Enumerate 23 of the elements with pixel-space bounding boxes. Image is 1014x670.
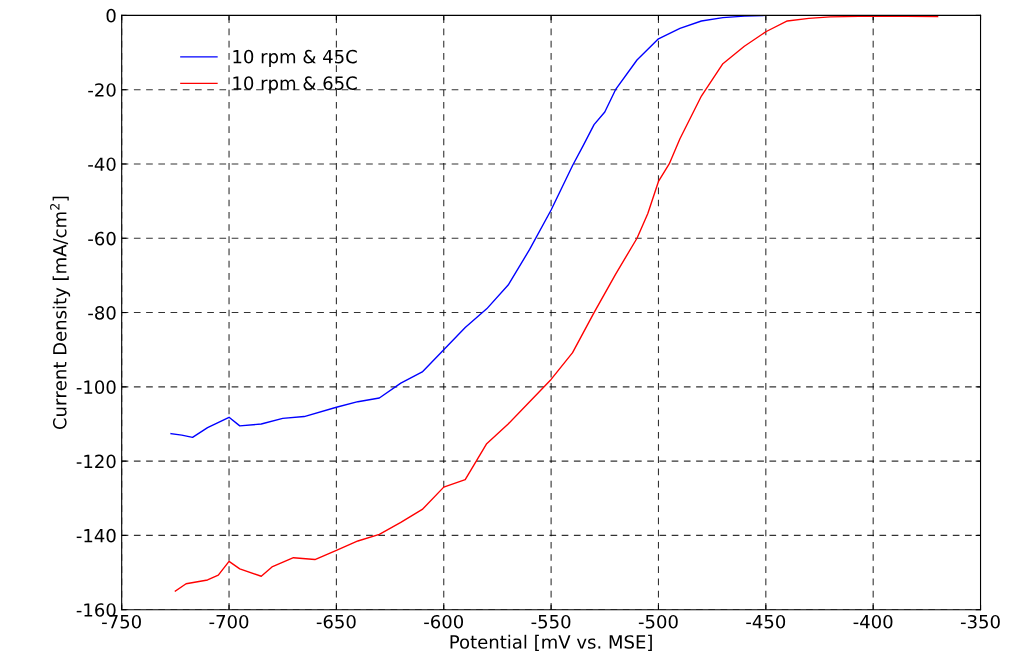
legend-label: 10 rpm & 65C <box>233 76 357 94</box>
x-tick-label: -750 <box>102 614 141 629</box>
legend-label: 10 rpm & 45C <box>233 49 357 67</box>
x-tick-label: -350 <box>960 614 1000 629</box>
y-tick-label: -140 <box>76 528 116 543</box>
x-tick-label: -450 <box>746 614 786 629</box>
x-tick-label: -600 <box>424 614 464 629</box>
x-tick-label: -650 <box>316 614 356 629</box>
x-tick-label: -500 <box>638 614 678 629</box>
y-tick-label: 0 <box>106 8 116 23</box>
y-tick-label: -60 <box>88 231 116 246</box>
y-tick-label: -20 <box>88 83 116 97</box>
y-tick-label: -120 <box>76 454 116 469</box>
y-tick-label: -160 <box>76 603 116 617</box>
x-tick-label: -550 <box>531 614 571 629</box>
x-tick-label: -700 <box>209 614 249 629</box>
y-tick-label: -40 <box>88 157 116 172</box>
y-tick-label: -80 <box>88 306 116 320</box>
y-tick-label: -100 <box>76 380 116 394</box>
x-tick-label: -400 <box>853 614 893 629</box>
x-axis-title: Potential [mV vs. MSE] <box>450 634 652 651</box>
y-axis-title: Current Density [mA/cm$^{2}$] <box>50 196 71 430</box>
line-series <box>174 15 939 592</box>
